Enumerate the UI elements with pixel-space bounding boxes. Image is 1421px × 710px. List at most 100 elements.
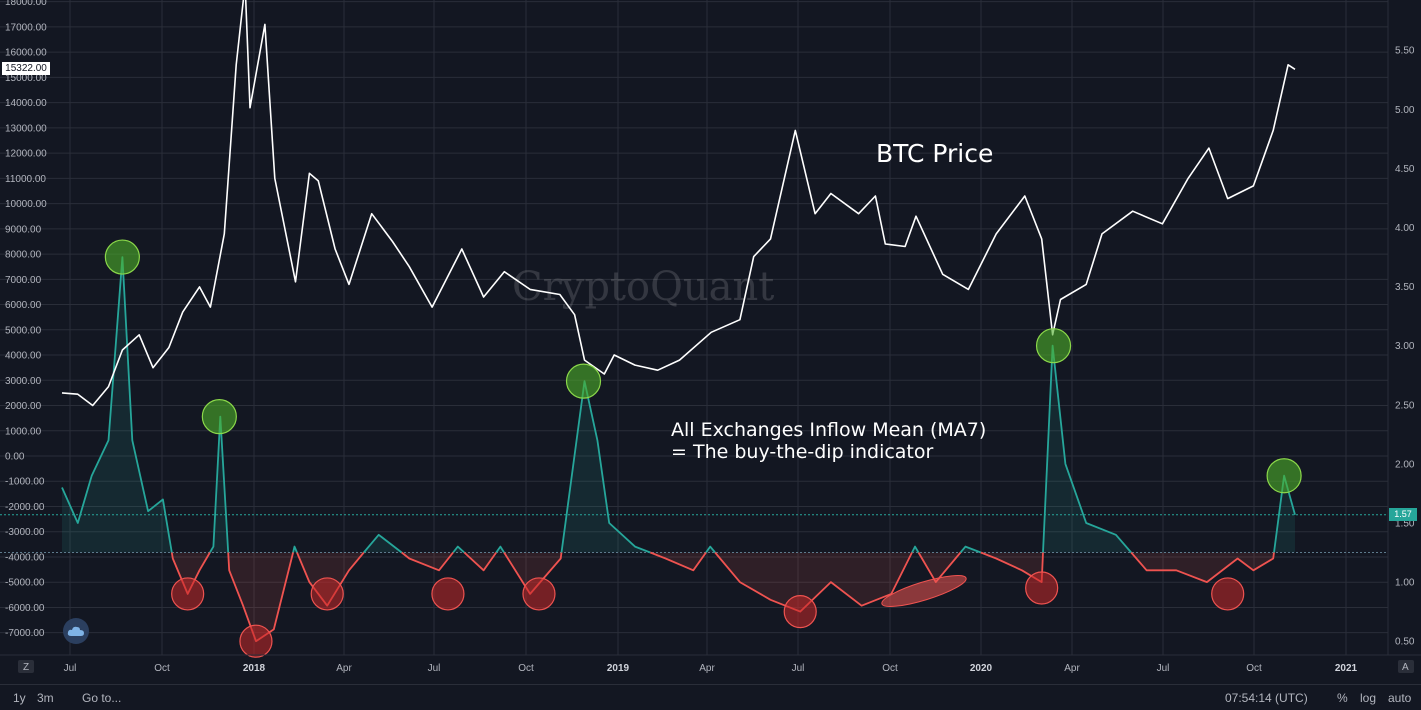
indicator-line: [503, 552, 563, 595]
red-signal-marker: [522, 577, 556, 611]
red-signal-marker: [431, 577, 465, 611]
indicator-line: [209, 415, 230, 553]
indicator-line: [401, 551, 454, 572]
x-axis: Jul Oct 2018 Apr Jul Oct 2019 Apr Jul Oct 2020 Apr J…: [64, 663, 1358, 674]
x-tick-label: 2021: [1335, 663, 1358, 674]
right-tick-label: 4.50: [1395, 164, 1415, 175]
left-axis: 18000.00 17000.00 16000.00 15000.00 14000.00…: [5, 0, 47, 639]
indicator-line: [705, 545, 716, 554]
indicator-fill: [1131, 552, 1274, 583]
left-tick-label: 7000.00: [5, 275, 42, 286]
x-tick-label: Jul: [1157, 663, 1170, 674]
watermark: CryptoQuant: [512, 264, 774, 310]
indicator-fill: [650, 552, 706, 571]
left-tick-label: -5000.00: [5, 578, 45, 589]
right-current-value-badge: 1.57: [1389, 508, 1417, 521]
left-tick-label: -3000.00: [5, 527, 45, 538]
indicator-label-line1: All Exchanges Inflow Mean (MA7): [671, 419, 986, 441]
a-button[interactable]: [1398, 660, 1414, 673]
timeframe-1y[interactable]: 1y: [13, 691, 26, 705]
left-tick-label: 14000.00: [5, 98, 47, 109]
indicator-line: [463, 551, 497, 572]
indicator-line: [292, 545, 298, 553]
left-tick-label: -6000.00: [5, 603, 45, 614]
red-signal-marker: [1211, 577, 1245, 611]
left-tick-label: 3000.00: [5, 376, 42, 387]
left-tick-label: -7000.00: [5, 628, 45, 639]
right-tick-label: 2.00: [1395, 459, 1415, 470]
right-tick-label: 1.50: [1395, 519, 1415, 530]
indicator-line: [363, 533, 403, 554]
left-tick-label: 4000.00: [5, 351, 42, 362]
timeframe-3m[interactable]: 3m: [37, 691, 54, 705]
left-tick-label: 13000.00: [5, 123, 47, 134]
green-signal-marker: [1035, 328, 1072, 364]
green-signal-marker: [201, 399, 237, 435]
red-ellipse-marker: [881, 575, 967, 607]
red-signal-marker: [239, 624, 273, 658]
clock: 07:54:14 (UTC): [1225, 691, 1308, 705]
left-tick-label: 12000.00: [5, 149, 47, 160]
left-tick-label: 17000.00: [5, 22, 47, 33]
right-tick-label: 3.00: [1395, 341, 1415, 352]
x-tick-label: Oct: [518, 663, 534, 674]
x-tick-label: Jul: [428, 663, 441, 674]
indicator-fill: [401, 552, 454, 571]
log-toggle[interactable]: log: [1360, 691, 1377, 705]
signal-markers: [104, 239, 1302, 658]
right-axis: 5.50 5.00 4.50 4.00 3.50 3.00 2.50 2.00 1.50 1.00…: [1395, 46, 1415, 648]
indicator-fill: [171, 552, 210, 594]
indicator-fill: [1274, 475, 1295, 553]
red-signal-marker: [783, 595, 817, 629]
indicator-line: [227, 552, 294, 643]
goto-button[interactable]: Go to...: [82, 691, 122, 705]
z-button[interactable]: [18, 660, 34, 673]
indicator-fill: [62, 257, 172, 553]
right-tick-label: 3.50: [1395, 282, 1415, 293]
left-tick-label: 10000.00: [5, 199, 47, 210]
indicator-fill: [918, 552, 961, 583]
green-signal-marker: [565, 363, 602, 399]
x-tick-label: 2018: [243, 663, 266, 674]
indicator-fill: [715, 552, 912, 612]
bottom-toolbar: 1y 3m Go to... 07:54:14 (UTC) % log auto: [0, 684, 1421, 710]
left-tick-label: -2000.00: [5, 502, 45, 513]
left-tick-label: -1000.00: [5, 477, 45, 488]
x-tick-label: Jul: [64, 663, 77, 674]
percent-toggle[interactable]: %: [1337, 691, 1348, 705]
indicator-fill: [209, 416, 229, 553]
left-tick-label: 16000.00: [5, 48, 47, 59]
x-tick-label: Apr: [699, 663, 715, 674]
left-tick-label: 9000.00: [5, 224, 42, 235]
left-tick-label: 6000.00: [5, 300, 42, 311]
indicator-line: [1130, 551, 1275, 583]
indicator-fill: [980, 552, 1043, 583]
auto-toggle[interactable]: auto: [1388, 691, 1412, 705]
indicator-line: [560, 380, 651, 554]
indicator-fill: [228, 552, 294, 642]
btc-price-label: BTC Price: [876, 139, 993, 168]
indicator-label-line2: = The buy-the-dip indicator: [671, 441, 934, 463]
cryptoquant-logo: [63, 618, 89, 644]
x-tick-label: Apr: [336, 663, 352, 674]
x-tick-label: Oct: [1246, 663, 1262, 674]
btc-price-line: [61, 0, 1296, 407]
green-signal-marker: [1266, 458, 1302, 494]
indicator-line: [452, 545, 465, 554]
right-tick-label: 0.50: [1395, 637, 1415, 648]
right-tick-label: 5.00: [1395, 105, 1415, 116]
x-tick-label: Jul: [792, 663, 805, 674]
red-signal-marker: [310, 577, 344, 611]
left-tick-label: 2000.00: [5, 401, 42, 412]
chart[interactable]: CryptoQuant 18000.00 17000.00 16000.00 1500…: [0, 0, 1421, 684]
x-tick-label: 2019: [607, 663, 630, 674]
red-signal-marker: [171, 577, 205, 611]
right-tick-label: 5.50: [1395, 46, 1415, 57]
left-tick-label: 8000.00: [5, 250, 42, 261]
red-signal-marker: [1025, 571, 1059, 605]
indicator-line: [649, 551, 707, 572]
left-tick-label: 15000.00: [5, 73, 47, 84]
right-tick-label: 1.00: [1395, 578, 1415, 589]
indicator-line: [1042, 344, 1132, 554]
green-signal-marker: [104, 239, 140, 275]
